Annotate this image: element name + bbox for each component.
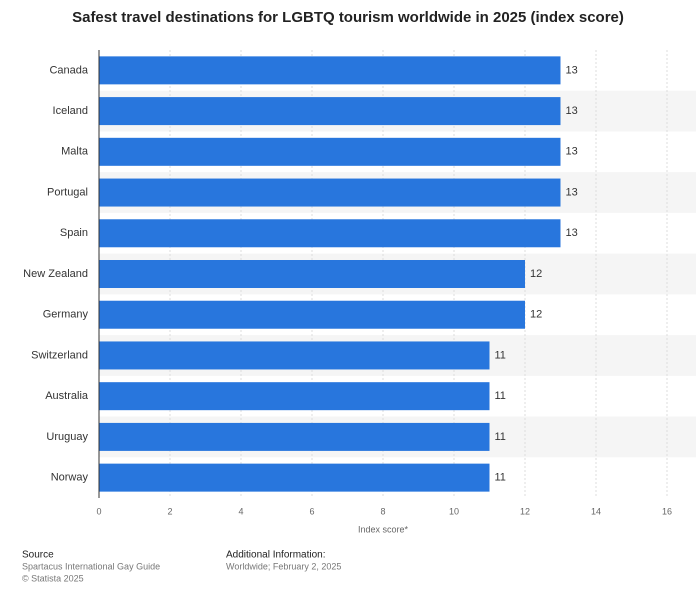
bar xyxy=(99,56,561,85)
value-label: 13 xyxy=(566,64,578,76)
x-tick-label: 14 xyxy=(591,506,601,516)
bar xyxy=(99,260,525,288)
bar xyxy=(99,97,561,126)
y-tick-label: Portugal xyxy=(47,186,88,198)
x-tick-label: 2 xyxy=(167,506,172,516)
y-tick-label: Australia xyxy=(45,390,89,402)
bar xyxy=(99,137,561,166)
x-tick-label: 6 xyxy=(309,506,314,516)
info-label: Additional Information: xyxy=(226,550,326,561)
value-label: 12 xyxy=(530,309,542,321)
x-tick-label: 0 xyxy=(96,506,101,516)
source-text: Spartacus International Gay Guide xyxy=(22,561,160,571)
x-tick-label: 16 xyxy=(662,506,672,516)
y-tick-label: Norway xyxy=(51,472,89,484)
x-tick-label: 8 xyxy=(380,506,385,516)
bar xyxy=(99,219,561,248)
y-tick-label: Malta xyxy=(61,146,89,158)
y-tick-label: Canada xyxy=(49,64,88,76)
x-tick-label: 12 xyxy=(520,506,530,516)
y-tick-label: New Zealand xyxy=(23,268,88,280)
y-tick-label: Iceland xyxy=(53,105,88,117)
value-label: 13 xyxy=(566,227,578,239)
value-label: 11 xyxy=(495,472,506,484)
value-label: 11 xyxy=(495,349,506,361)
value-label: 13 xyxy=(566,186,578,198)
y-tick-label: Switzerland xyxy=(31,349,88,361)
x-tick-label: 4 xyxy=(238,506,243,516)
y-tick-label: Spain xyxy=(60,227,88,239)
y-tick-label: Uruguay xyxy=(46,431,88,443)
chart-title: Safest travel destinations for LGBTQ tou… xyxy=(72,9,624,26)
bar xyxy=(99,382,490,411)
bar xyxy=(99,178,561,207)
source-label: Source xyxy=(22,550,54,561)
bar xyxy=(99,463,490,492)
value-label: 13 xyxy=(566,105,578,117)
value-label: 12 xyxy=(530,268,542,280)
bar xyxy=(99,341,490,370)
bar xyxy=(99,300,525,329)
copyright: © Statista 2025 xyxy=(22,573,84,583)
y-tick-label: Germany xyxy=(43,309,89,321)
info-text: Worldwide; February 2, 2025 xyxy=(226,561,341,571)
bar xyxy=(99,422,490,451)
value-label: 11 xyxy=(495,431,506,443)
x-axis-label: Index score* xyxy=(358,524,409,534)
value-label: 13 xyxy=(566,146,578,158)
x-tick-label: 10 xyxy=(449,506,459,516)
value-label: 11 xyxy=(495,390,506,402)
